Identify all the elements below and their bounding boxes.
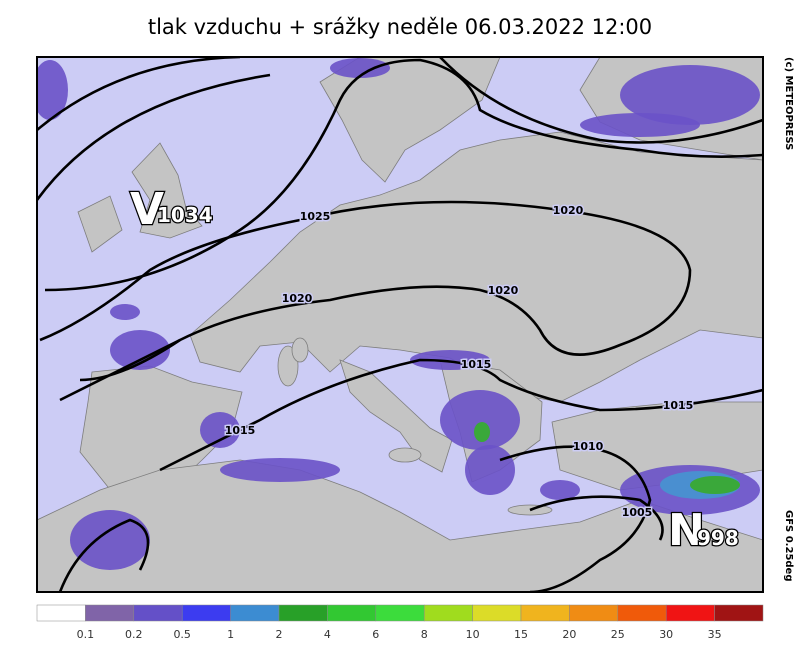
legend-swatch: [85, 604, 135, 622]
map-frame: [36, 56, 764, 593]
legend-label: 35: [708, 628, 722, 641]
legend-label: 4: [324, 628, 331, 641]
copyright: (c) METEOPRESS: [783, 57, 794, 150]
isobar-label: 1015: [225, 424, 256, 437]
legend-swatch: [230, 604, 280, 622]
legend-swatch: [423, 604, 473, 622]
legend-label: 15: [514, 628, 528, 641]
legend-swatch: [181, 604, 231, 622]
legend-swatch: [472, 604, 522, 622]
isobar-label: 1015: [663, 399, 694, 412]
legend-swatch: [327, 604, 377, 622]
legend-swatch: [375, 604, 425, 622]
legend-label: 1: [227, 628, 234, 641]
isobar-label: 1015: [461, 358, 492, 371]
legend-swatch: [569, 604, 619, 622]
model-credit: GFS 0.25deg: [783, 510, 794, 582]
legend-label: 0.1: [77, 628, 95, 641]
map-title: tlak vzduchu + srážky neděle 06.03.2022 …: [148, 15, 652, 39]
isobar-labels: 1025 1020 1020 1020 1015 1015 1015 1010 1005: [223, 203, 695, 521]
high-letter: V: [130, 184, 164, 235]
legend-label: 0.2: [125, 628, 143, 641]
legend-label: 20: [562, 628, 576, 641]
legend-label: 30: [659, 628, 673, 641]
legend-label: 10: [466, 628, 480, 641]
isobar-label: 1020: [488, 284, 519, 297]
legend-swatch: [714, 604, 764, 622]
legend-label: 0.5: [173, 628, 191, 641]
legend-label: 2: [276, 628, 283, 641]
isobar-label: 1010: [573, 440, 604, 453]
low-letter: N: [668, 505, 705, 556]
precipitation: [37, 58, 760, 570]
legend-swatch: [520, 604, 570, 622]
legend-swatch: [278, 604, 328, 622]
legend-swatch: [617, 604, 667, 622]
legend-swatch: [133, 604, 183, 622]
isobars: [37, 57, 763, 592]
low-value: 998: [697, 526, 739, 550]
isobar-label: 1020: [282, 292, 313, 305]
map: [37, 57, 763, 592]
legend: 0.1 0.2 0.5 1 2 4 6 8 10 15 20 25 30 35: [36, 604, 764, 641]
isobar-label: 1005: [622, 506, 653, 519]
isobar-label: 1020: [553, 204, 584, 217]
isobar-label: 1025: [300, 210, 331, 223]
legend-swatch: [36, 604, 86, 622]
high-value: 1034: [157, 203, 213, 227]
legend-swatch: [665, 604, 715, 622]
legend-label: 25: [611, 628, 625, 641]
legend-label: 6: [372, 628, 379, 641]
legend-label: 8: [421, 628, 428, 641]
